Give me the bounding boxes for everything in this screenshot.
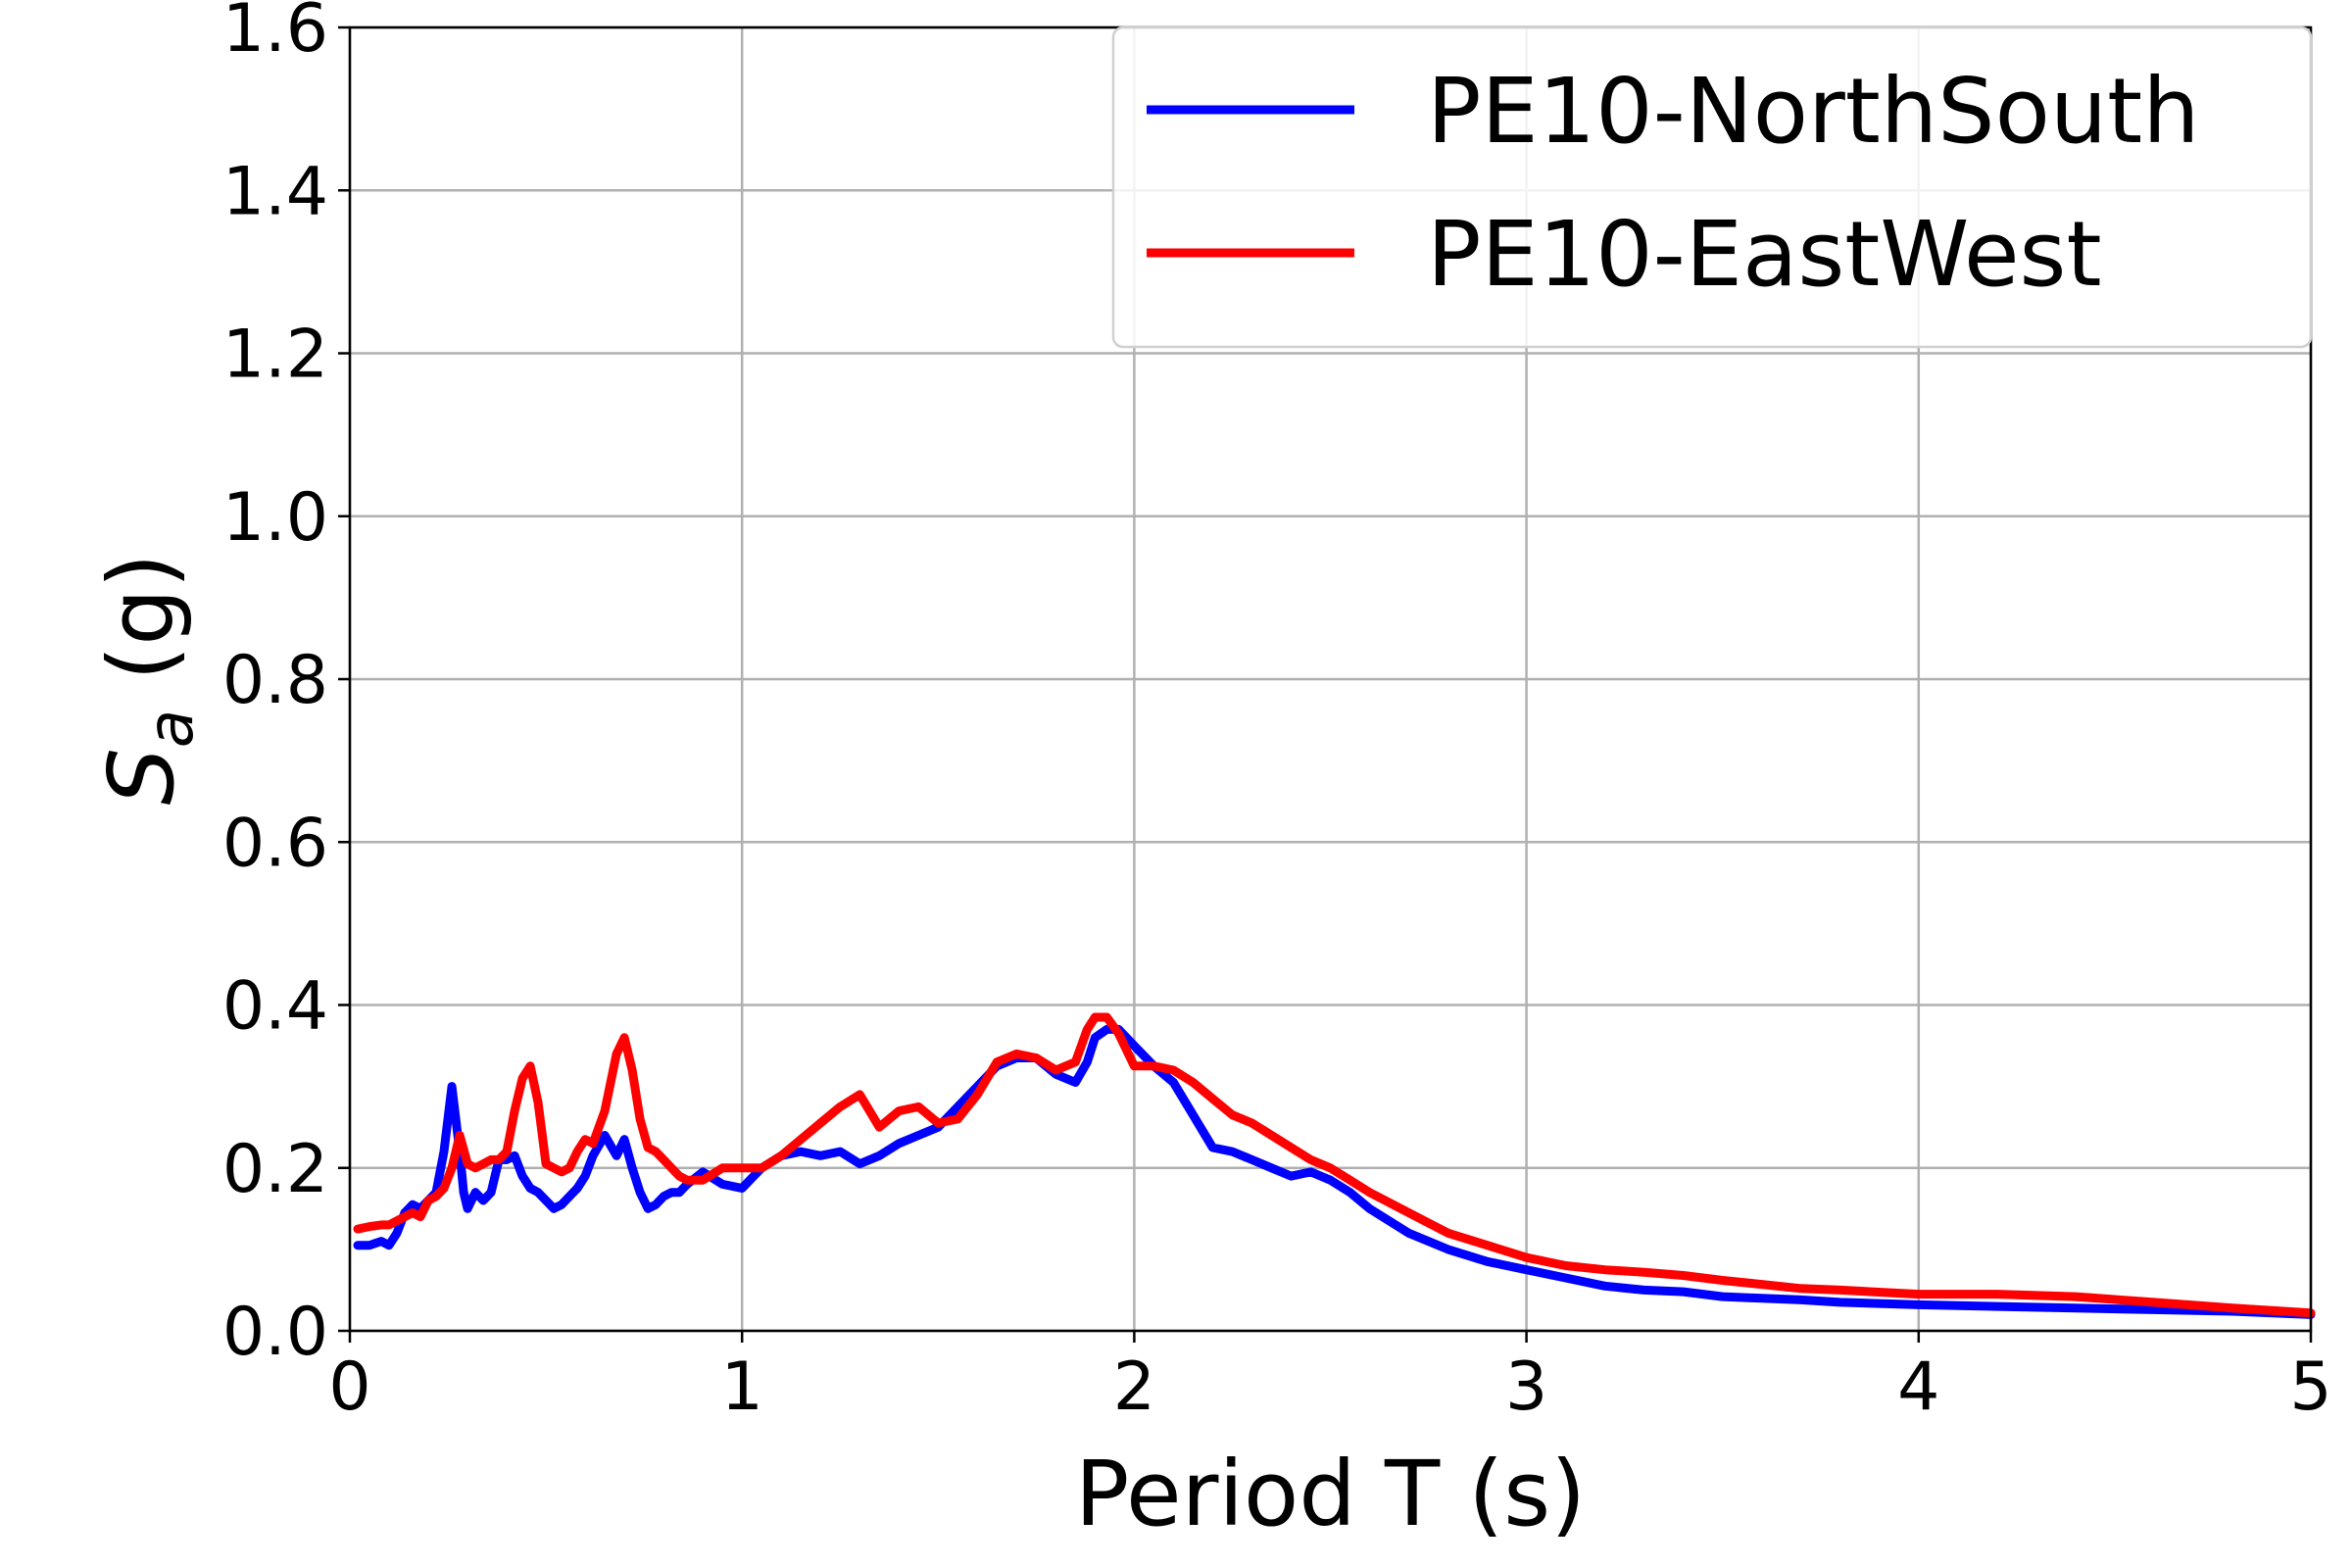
x-tick-label: 2 bbox=[1113, 1348, 1155, 1426]
series-layer bbox=[353, 1012, 2316, 1319]
x-tick-label: 5 bbox=[2289, 1348, 2331, 1426]
y-axis-title: Sa (g) bbox=[89, 553, 208, 805]
y-tick-label: 0.0 bbox=[222, 1294, 328, 1371]
y-tick-label: 0.6 bbox=[222, 805, 328, 882]
y-axis-title-base: S bbox=[89, 748, 194, 805]
x-tick-label: 3 bbox=[1505, 1348, 1547, 1426]
y-tick-label: 0.8 bbox=[222, 642, 328, 719]
series-line-pe10-northsouth bbox=[353, 1024, 2316, 1319]
x-axis-title: Period T (s) bbox=[1075, 1442, 1586, 1546]
series-line-pe10-eastwest bbox=[353, 1012, 2316, 1318]
x-tick-label: 0 bbox=[328, 1348, 370, 1426]
x-tick-label: 1 bbox=[721, 1348, 763, 1426]
y-tick-label: 0.2 bbox=[222, 1131, 328, 1208]
x-axis-ticks: 0 1 2 3 4 5 bbox=[328, 1331, 2332, 1426]
legend: PE10-NorthSouth PE10-EastWest bbox=[1111, 25, 2313, 349]
y-axis-title-suffix: (g) bbox=[89, 553, 194, 709]
x-tick-label: 4 bbox=[1897, 1348, 1939, 1426]
y-tick-label: 1.6 bbox=[222, 0, 328, 68]
legend-label-eastwest: PE10-EastWest bbox=[1427, 202, 2102, 307]
y-tick-label: 0.4 bbox=[222, 968, 328, 1046]
y-tick-label: 1.4 bbox=[222, 153, 328, 230]
y-tick-label: 1.2 bbox=[222, 317, 328, 394]
y-axis-ticks: 0.0 0.2 0.4 0.6 0.8 1.0 1.2 1.4 1.6 bbox=[222, 0, 350, 1371]
y-tick-label: 1.0 bbox=[222, 479, 328, 557]
y-axis-title-subscript: a bbox=[135, 710, 208, 748]
legend-label-northsouth: PE10-NorthSouth bbox=[1427, 59, 2200, 164]
legend-box bbox=[1111, 25, 2313, 349]
